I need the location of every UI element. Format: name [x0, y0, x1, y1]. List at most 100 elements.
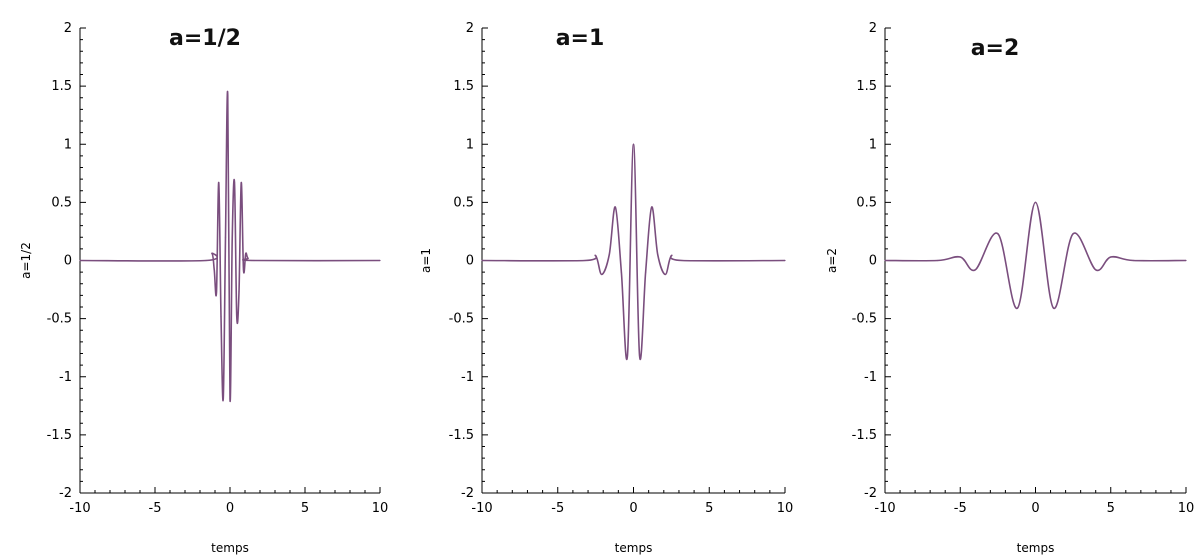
x-tick-label: 5: [1107, 501, 1115, 516]
data-point: [974, 269, 976, 271]
data-point: [213, 269, 215, 271]
data-point: [681, 259, 683, 262]
x-tick-label: -5: [149, 501, 162, 516]
x-axis-label: temps: [211, 541, 249, 555]
data-point: [247, 257, 249, 259]
data-point: [233, 182, 236, 184]
data-point: [884, 259, 886, 262]
x-tick-label: 10: [777, 501, 794, 516]
y-tick-label: 0: [869, 254, 877, 269]
data-point: [1016, 307, 1019, 309]
chart-title: a=1/2: [169, 26, 241, 51]
data-point: [620, 271, 622, 273]
y-axis-label: a=2: [825, 248, 839, 273]
data-point: [1095, 269, 1097, 271]
data-point: [205, 259, 207, 262]
data-point: [638, 355, 641, 357]
data-point: [220, 315, 222, 317]
y-tick-label: 1.5: [51, 79, 72, 94]
data-point: [632, 143, 635, 145]
y-tick-label: -1.5: [852, 428, 877, 443]
y-tick-label: 1.5: [856, 79, 877, 94]
data-point: [218, 182, 220, 184]
data-point: [79, 259, 81, 262]
data-point: [231, 236, 233, 238]
data-point: [245, 252, 247, 255]
data-point: [1110, 256, 1112, 258]
y-tick-label: 1.5: [453, 79, 474, 94]
data-point: [253, 259, 255, 262]
data-point: [937, 259, 939, 262]
data-point: [664, 273, 666, 276]
data-point: [242, 269, 245, 271]
y-tick-label: 0: [64, 254, 72, 269]
data-point: [959, 256, 961, 258]
x-tick-label: 0: [226, 501, 234, 516]
y-tick-label: -1.5: [449, 428, 474, 443]
y-tick-label: 1: [466, 137, 474, 152]
chart-title: a=1: [556, 26, 605, 51]
x-tick-label: -5: [551, 501, 564, 516]
x-tick-label: 0: [629, 501, 637, 516]
series-line-1: [79, 91, 381, 403]
data-point: [224, 236, 227, 238]
data-point: [626, 355, 629, 357]
x-axis-label: temps: [1017, 541, 1055, 555]
y-tick-label: -0.5: [852, 312, 877, 327]
y-tick-label: 2: [869, 21, 877, 36]
data-point: [584, 259, 586, 262]
y-tick-label: 0.5: [453, 195, 474, 210]
y-tick-label: 1: [869, 137, 877, 152]
data-point: [236, 315, 238, 317]
data-point: [215, 291, 218, 293]
y-tick-label: -1: [864, 370, 877, 385]
y-axis-label: a=1/2: [19, 242, 33, 279]
data-point: [1132, 259, 1134, 262]
y-tick-label: -0.5: [449, 312, 474, 327]
y-tick-label: -1.5: [47, 428, 72, 443]
data-point: [997, 233, 999, 235]
series-line-1: [884, 201, 1187, 309]
y-tick-label: -1: [461, 370, 474, 385]
y-tick-label: 2: [466, 21, 474, 36]
data-point: [657, 254, 659, 256]
y-tick-label: -2: [461, 486, 474, 501]
x-tick-label: -10: [874, 501, 895, 516]
x-tick-label: -10: [471, 501, 492, 516]
y-tick-label: 0: [466, 254, 474, 269]
data-point: [229, 398, 231, 400]
chart-panel-1: -2 -1.5 -1 -0.5 0 0.5 1 1.5 2 -10 -5 0 5 10 temps a=1/2…: [19, 21, 388, 555]
data-point: [481, 259, 483, 262]
chart-title: a=2: [971, 36, 1020, 61]
data-point: [608, 254, 610, 256]
chart-panel-3: -2 -1.5 -1 -0.5 0 0.5 1 1.5 2 -10 -5 0 5 10 temps a=2 a=…: [825, 21, 1194, 555]
data-point: [784, 259, 786, 262]
y-tick-label: -1: [59, 370, 72, 385]
data-point: [211, 252, 213, 255]
x-tick-label: 5: [301, 501, 309, 516]
data-point: [227, 94, 229, 97]
y-tick-label: 2: [64, 21, 72, 36]
data-point: [240, 182, 242, 184]
data-point: [601, 273, 603, 276]
y-tick-label: 0.5: [51, 195, 72, 210]
data-point: [595, 255, 597, 257]
data-point: [1185, 259, 1187, 262]
data-point: [645, 271, 647, 273]
y-axis-label: a=1: [419, 248, 433, 273]
data-point: [614, 206, 616, 208]
y-tick-label: 0.5: [856, 195, 877, 210]
data-point: [651, 206, 653, 208]
x-axis-label: temps: [615, 541, 653, 555]
x-tick-label: 5: [705, 501, 713, 516]
data-point: [238, 291, 240, 293]
x-tick-label: 10: [372, 501, 389, 516]
x-tick-label: -10: [69, 501, 90, 516]
series-line-1: [481, 143, 786, 360]
x-tick-label: -5: [954, 501, 967, 516]
x-tick-label: 0: [1031, 501, 1039, 516]
data-point: [1052, 307, 1055, 309]
data-point: [222, 398, 224, 400]
data-point: [1072, 233, 1074, 235]
